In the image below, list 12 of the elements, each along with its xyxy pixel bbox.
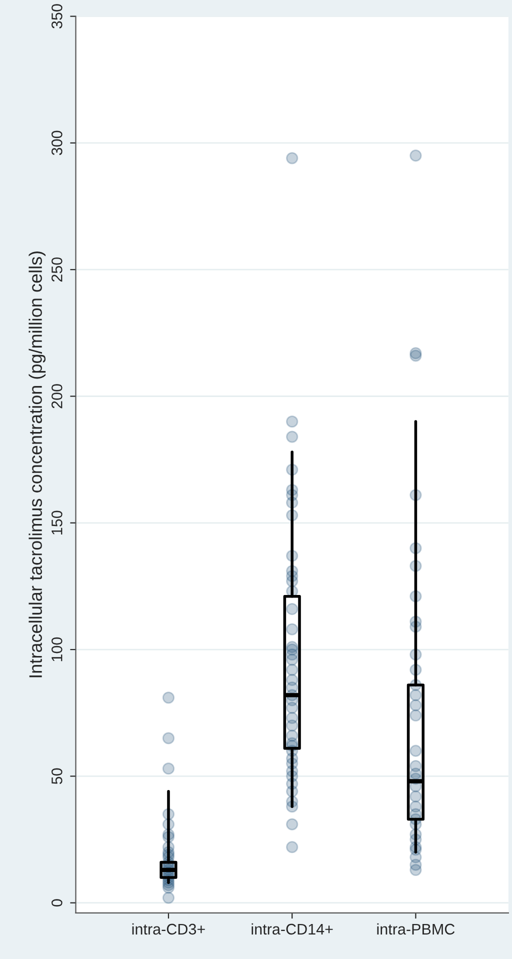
y-tick-label: 250 [52, 257, 62, 282]
y-tick-label: 300 [52, 130, 62, 156]
y-tick-label: 100 [52, 637, 62, 662]
y-tick-label: 0 [52, 899, 62, 906]
x-tick-label: intra-CD3+ [132, 923, 205, 935]
y-tick-label: 150 [52, 510, 62, 534]
y-tick-label: 350 [52, 4, 62, 28]
x-tick-label: intra-CD14+ [252, 923, 333, 935]
y-axis-title: Intracellular tacrolimus concentration (pg/million cells) [28, 252, 46, 678]
y-tick-label: 200 [52, 384, 62, 408]
x-tick-label: intra-PBMC [377, 923, 455, 935]
y-tick-label: 50 [52, 768, 62, 784]
